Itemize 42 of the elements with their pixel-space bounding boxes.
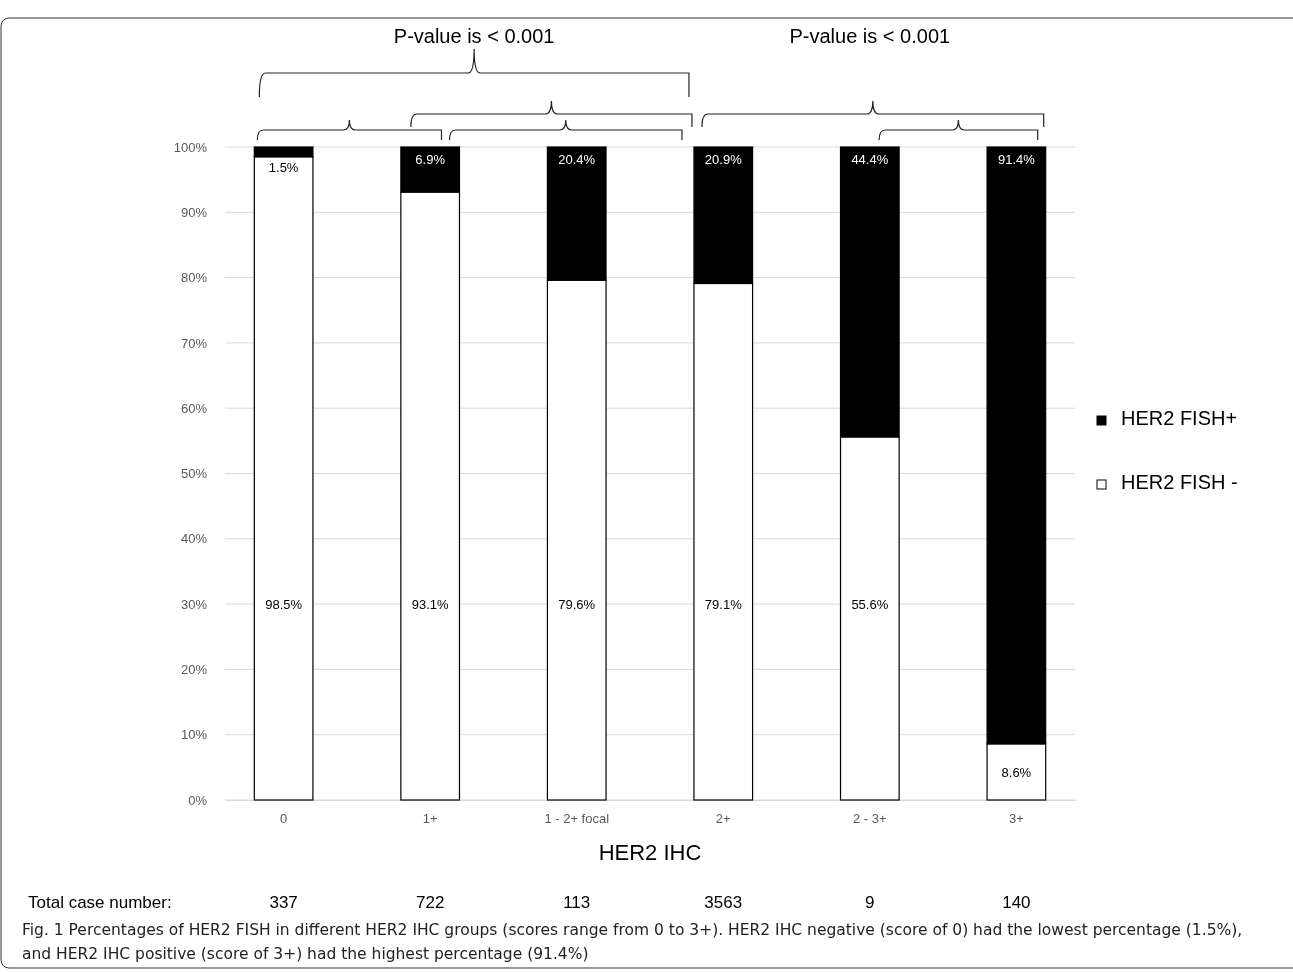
caption: Fig. 1 Percentages of HER2 FISH in different HER2 IHC groups (scores range from 0 to 3+). HER2 IHC negative (score of 0) had the lowest percentage (1.5%), and HER2 IHC positive (score of 3+) had the highest percentage (91.4%) <box>22 920 1244 965</box>
y-tick-label: 60% <box>180 400 208 416</box>
data-label: 20.9% <box>704 152 743 167</box>
legend-label: HER2 FISH+ <box>1121 407 1238 429</box>
text: 113 <box>563 893 591 912</box>
text: 3563 <box>704 893 743 912</box>
data-label: 55.6% <box>851 597 889 613</box>
y-tick-label: 50% <box>180 466 208 482</box>
data-label: 8.6% <box>1001 764 1032 780</box>
y-tick-label: 100% <box>173 139 208 155</box>
data-label: 20.4% <box>558 152 596 167</box>
text: 722 <box>415 893 445 912</box>
y-tick-label: 0% <box>188 792 208 808</box>
data-label: 79.6% <box>558 597 596 613</box>
y-tick-label: 40% <box>180 531 208 547</box>
y-tick-label: 80% <box>180 270 208 286</box>
y-tick-label: 70% <box>180 335 208 351</box>
data-label: 6.9% <box>415 152 446 167</box>
x-tick-label: 1 - 2+ focal <box>544 811 610 827</box>
data-label: 98.5% <box>265 597 303 613</box>
data-label: 91.4% <box>997 152 1036 167</box>
x-tick-label: 3+ <box>1008 811 1024 827</box>
x-tick-label: 2 - 3+ <box>853 811 887 827</box>
y-tick-label: 10% <box>180 727 208 743</box>
text: P-value is < 0.001 <box>393 25 555 47</box>
x-tick-label: 1+ <box>422 811 438 827</box>
y-tick-label: 90% <box>180 204 208 220</box>
data-label: 1.5% <box>268 159 299 175</box>
x-axis-title: HER2 IHC <box>598 840 702 865</box>
data-label: 93.1% <box>411 597 450 613</box>
y-tick-label: 30% <box>180 596 208 612</box>
data-label: 44.4% <box>851 152 889 167</box>
y-tick-label: 20% <box>180 662 208 678</box>
text: 9 <box>865 893 875 912</box>
text: P-value is < 0.001 <box>789 25 951 47</box>
text: Total case number: <box>28 893 172 912</box>
text: 337 <box>269 893 298 912</box>
legend-label: HER2 FISH - <box>1121 471 1238 493</box>
data-label: 79.1% <box>704 597 743 613</box>
text: 140 <box>1002 893 1031 912</box>
x-tick-label: 0 <box>280 811 288 827</box>
x-tick-label: 2+ <box>715 811 731 827</box>
